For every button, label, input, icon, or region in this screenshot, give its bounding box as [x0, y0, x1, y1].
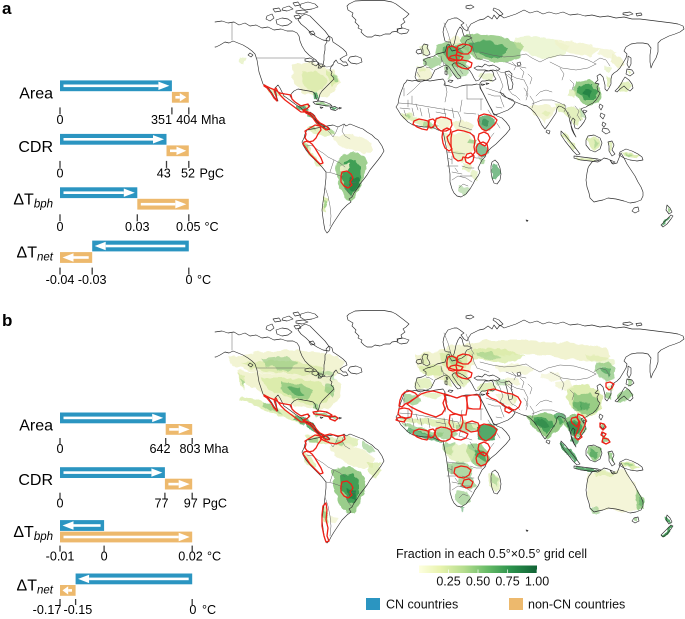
svg-text:0.02: 0.02: [178, 549, 203, 563]
svg-text:0: 0: [56, 113, 63, 127]
svg-text:0: 0: [56, 442, 63, 456]
svg-text:97: 97: [184, 497, 198, 511]
svg-text:0: 0: [56, 166, 63, 180]
svg-text:a: a: [2, 0, 12, 18]
svg-text:-0.15: -0.15: [64, 603, 93, 617]
svg-text:CN countries: CN countries: [386, 598, 458, 612]
svg-text:°C: °C: [197, 273, 211, 287]
svg-text:-0.17: -0.17: [33, 603, 62, 617]
svg-text:52: 52: [181, 166, 195, 180]
svg-text:351: 351: [151, 113, 172, 127]
svg-text:803: 803: [179, 442, 200, 456]
svg-text:-0.04: -0.04: [46, 273, 75, 287]
svg-text:°C: °C: [205, 220, 219, 234]
svg-text:Mha: Mha: [204, 442, 229, 456]
svg-text:0: 0: [56, 220, 63, 234]
svg-text:-0.01: -0.01: [46, 549, 75, 563]
svg-text:43: 43: [157, 166, 171, 180]
svg-text:77: 77: [154, 497, 168, 511]
svg-text:b: b: [2, 311, 12, 330]
svg-text:CDR: CDR: [18, 472, 53, 489]
svg-text:°C: °C: [202, 603, 216, 617]
svg-text:non-CN countries: non-CN countries: [528, 598, 625, 612]
svg-text:0.75: 0.75: [495, 575, 519, 589]
svg-text:Mha: Mha: [201, 113, 226, 127]
svg-text:0.25: 0.25: [436, 575, 460, 589]
svg-text:Fraction in each 0.5°×0.5° gri: Fraction in each 0.5°×0.5° grid cell: [396, 547, 587, 561]
svg-text:Area: Area: [19, 418, 53, 435]
svg-text:0: 0: [101, 549, 108, 563]
svg-text:642: 642: [149, 442, 170, 456]
svg-text:PgC: PgC: [203, 497, 228, 511]
svg-text:°C: °C: [207, 549, 221, 563]
svg-text:0: 0: [185, 273, 192, 287]
svg-text:CDR: CDR: [18, 139, 53, 156]
svg-text:0.03: 0.03: [125, 220, 150, 234]
svg-text:0.50: 0.50: [466, 575, 490, 589]
svg-text:0.05: 0.05: [176, 220, 201, 234]
svg-text:-0.03: -0.03: [78, 273, 107, 287]
svg-text:404: 404: [176, 113, 197, 127]
svg-text:Area: Area: [19, 85, 53, 102]
svg-text:0: 0: [189, 603, 196, 617]
svg-text:PgC: PgC: [200, 166, 225, 180]
svg-text:0: 0: [56, 497, 63, 511]
svg-text:1.00: 1.00: [525, 575, 549, 589]
